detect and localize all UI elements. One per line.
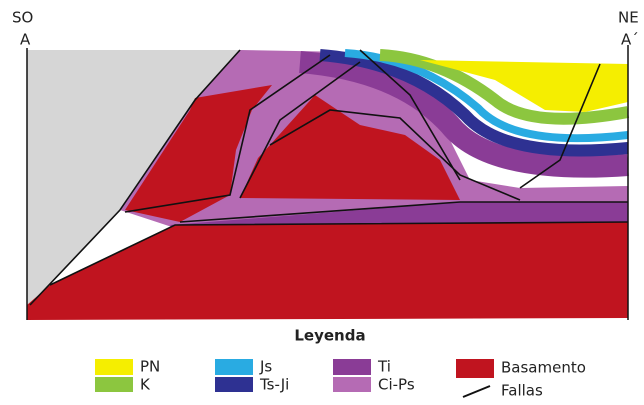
legend-fault xyxy=(463,386,490,397)
right-point: A´ xyxy=(621,31,639,49)
legend-label: PN xyxy=(140,358,160,376)
legend-title: Leyenda xyxy=(294,327,365,345)
legend-swatch xyxy=(215,359,253,375)
legend-swatch xyxy=(456,359,494,378)
unit-basement xyxy=(27,222,628,320)
legend-label: Js xyxy=(259,358,272,376)
left-label: SO xyxy=(12,9,33,27)
legend-label: Ci-Ps xyxy=(378,376,415,394)
legend-label: Ti xyxy=(377,358,391,376)
legend-swatch xyxy=(95,359,133,375)
diagram: SO A NE A´ Leyenda PN K Js Ts-Ji Ti Ci-P… xyxy=(0,0,644,401)
cross-section xyxy=(27,45,628,320)
legend-label: Fallas xyxy=(501,382,543,400)
legend: PN K Js Ts-Ji Ti Ci-Ps Basamento Fallas xyxy=(95,358,586,400)
legend-label: Basamento xyxy=(501,359,586,377)
legend-swatch xyxy=(333,359,371,375)
legend-swatch xyxy=(95,377,133,392)
legend-label: K xyxy=(140,376,151,394)
right-label: NE xyxy=(618,9,639,27)
legend-swatch xyxy=(333,377,371,392)
legend-label: Ts-Ji xyxy=(259,376,289,394)
legend-swatch xyxy=(215,377,253,392)
left-point: A xyxy=(20,31,31,49)
